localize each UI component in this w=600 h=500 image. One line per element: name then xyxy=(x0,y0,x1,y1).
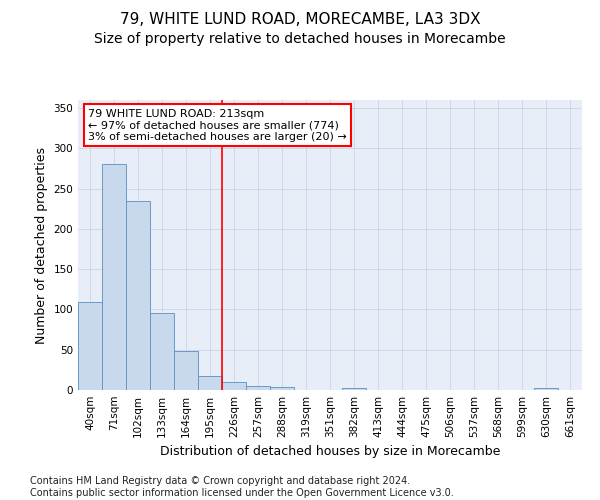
Bar xyxy=(150,314,174,390)
Bar xyxy=(534,388,558,390)
Bar xyxy=(102,164,126,390)
X-axis label: Distribution of detached houses by size in Morecambe: Distribution of detached houses by size … xyxy=(160,446,500,458)
Text: Size of property relative to detached houses in Morecambe: Size of property relative to detached ho… xyxy=(94,32,506,46)
Bar xyxy=(246,386,270,390)
Bar xyxy=(126,200,150,390)
Bar xyxy=(270,387,294,390)
Bar xyxy=(78,302,102,390)
Text: Contains HM Land Registry data © Crown copyright and database right 2024.
Contai: Contains HM Land Registry data © Crown c… xyxy=(30,476,454,498)
Text: 79, WHITE LUND ROAD, MORECAMBE, LA3 3DX: 79, WHITE LUND ROAD, MORECAMBE, LA3 3DX xyxy=(119,12,481,28)
Text: 79 WHITE LUND ROAD: 213sqm
← 97% of detached houses are smaller (774)
3% of semi: 79 WHITE LUND ROAD: 213sqm ← 97% of deta… xyxy=(88,108,347,142)
Bar xyxy=(174,350,198,390)
Bar xyxy=(342,388,366,390)
Bar xyxy=(198,376,222,390)
Y-axis label: Number of detached properties: Number of detached properties xyxy=(35,146,48,344)
Bar xyxy=(222,382,246,390)
